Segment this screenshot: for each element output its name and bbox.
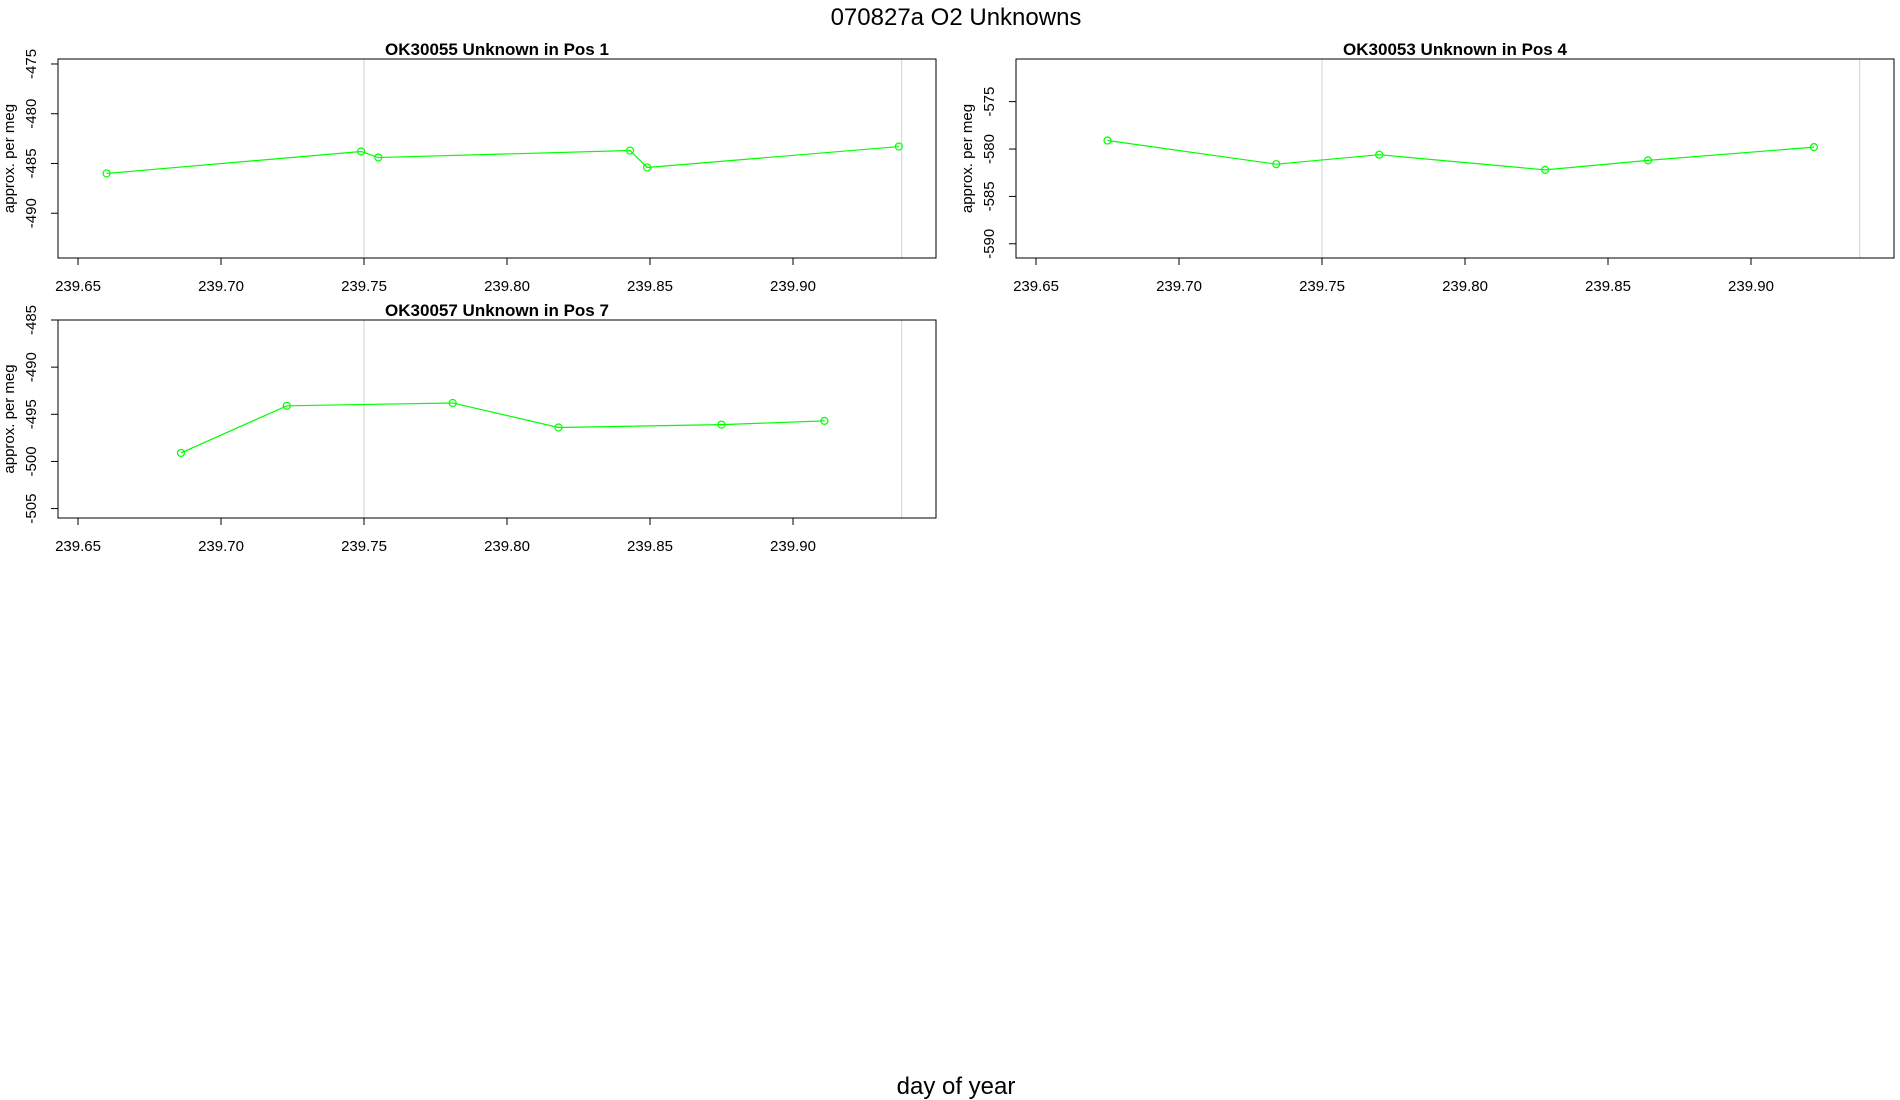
data-point: [894, 142, 903, 151]
x-tick-label: 239.80: [1442, 278, 1488, 295]
x-tick-label: 239.90: [1728, 278, 1774, 295]
y-axis-label: approx. per meg: [959, 104, 976, 213]
y-axis-label: approx. per meg: [1, 364, 18, 473]
data-point: [820, 416, 829, 425]
figure-xlabel: day of year: [897, 1073, 1016, 1100]
x-axis: 239.65 239.70 239.75 239.80 239.85 239.90: [55, 257, 816, 295]
data-point: [1643, 156, 1653, 165]
panel-title: OK30053 Unknown in Pos 4: [1343, 40, 1567, 59]
x-tick-label: 239.75: [1299, 278, 1345, 295]
x-tick-label: 239.65: [55, 278, 101, 295]
x-tick-label: 239.65: [55, 538, 101, 555]
plot-frame: [1015, 58, 1895, 259]
x-tick-label: 239.70: [198, 278, 244, 295]
y-tick-label: -480: [23, 99, 40, 129]
data-point: [176, 448, 186, 458]
x-tick-label: 239.90: [770, 538, 816, 555]
y-tick-label: -490: [23, 352, 40, 382]
x-axis: 239.65 239.70 239.75 239.80 239.85 239.90: [55, 517, 816, 555]
panel-title: OK30057 Unknown in Pos 7: [385, 301, 609, 320]
data-point: [1540, 165, 1550, 174]
x-tick-label: 239.75: [341, 538, 387, 555]
x-tick-label: 239.70: [198, 538, 244, 555]
data-point: [1103, 136, 1112, 145]
plot-frame: [57, 319, 937, 519]
x-tick-label: 239.80: [484, 278, 530, 295]
data-point: [448, 398, 457, 408]
y-tick-label: -495: [23, 399, 40, 429]
x-axis: 239.65 239.70 239.75 239.80 239.85 239.90: [1013, 257, 1774, 295]
y-axis: -485 -490 -495 -500 -505: [23, 305, 59, 524]
x-tick-label: 239.65: [1013, 278, 1059, 295]
y-tick-label: -585: [981, 181, 998, 211]
series-1: [1103, 136, 1819, 174]
panel-title: OK30055 Unknown in Pos 1: [385, 40, 609, 59]
data-point: [717, 420, 726, 429]
data-point: [374, 153, 383, 162]
plot-frame: [57, 58, 937, 259]
y-axis: -475 -480 -485 -490: [23, 49, 59, 228]
data-point: [625, 146, 635, 155]
y-axis: -575 -580 -585 -590: [981, 87, 1017, 259]
y-tick-label: -485: [23, 305, 40, 335]
y-tick-label: -575: [981, 87, 998, 117]
x-tick-label: 239.80: [484, 538, 530, 555]
y-tick-label: -590: [981, 229, 998, 259]
y-tick-label: -485: [23, 148, 40, 178]
series-1: [176, 398, 829, 458]
data-point: [1272, 160, 1281, 169]
x-tick-label: 239.85: [1585, 278, 1631, 295]
x-tick-label: 239.90: [770, 278, 816, 295]
data-point: [643, 163, 652, 172]
series-line: [180, 402, 825, 454]
data-point: [554, 423, 563, 432]
figure-title: 070827a O2 Unknowns: [831, 4, 1082, 31]
series-line: [106, 145, 899, 175]
y-axis-label: approx. per meg: [1, 104, 18, 213]
x-tick-label: 239.85: [627, 278, 673, 295]
series-line: [1107, 139, 1814, 171]
data-point: [357, 147, 366, 156]
x-tick-label: 239.85: [627, 538, 673, 555]
data-point: [1375, 150, 1384, 159]
data-point: [282, 401, 291, 410]
x-tick-label: 239.75: [341, 278, 387, 295]
y-tick-label: -475: [23, 49, 40, 79]
y-tick-label: -500: [23, 446, 40, 476]
series-1: [102, 142, 903, 178]
y-tick-label: -490: [23, 198, 40, 228]
y-tick-label: -505: [23, 494, 40, 524]
y-tick-label: -580: [981, 134, 998, 164]
data-point: [1809, 143, 1819, 152]
x-tick-label: 239.70: [1156, 278, 1202, 295]
data-point: [102, 169, 111, 178]
